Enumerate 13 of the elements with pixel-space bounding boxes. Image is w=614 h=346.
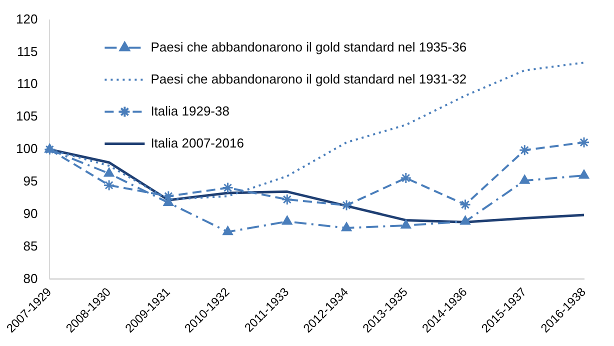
y-tick-label: 105	[16, 108, 38, 124]
legend-label: Paesi che abbandonarono il gold standard nel 1935-36	[150, 39, 467, 54]
y-tick-label: 80	[23, 270, 38, 286]
legend-label: Paesi che abbandonarono il gold standard nel 1931-32	[150, 71, 467, 86]
y-tick-label: 90	[23, 206, 38, 221]
y-tick-label: 85	[23, 238, 38, 254]
y-tick-label: 120	[16, 11, 38, 26]
y-tick-label: 115	[16, 44, 38, 59]
legend-label: Italia 2007-2016	[150, 135, 244, 150]
y-tick-label: 110	[16, 76, 38, 92]
legend-label: Italia 1929-38	[150, 103, 230, 118]
y-tick-label: 95	[23, 174, 38, 189]
y-tick-label: 100	[16, 141, 38, 156]
